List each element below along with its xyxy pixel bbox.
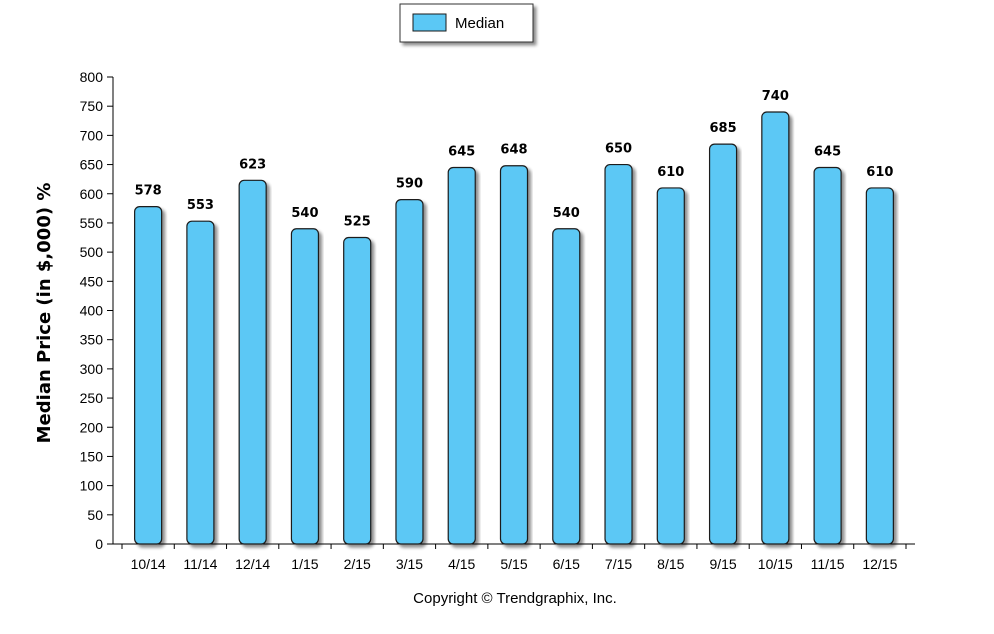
bar-value-label: 578	[135, 184, 162, 199]
x-tick-label: 12/15	[862, 556, 897, 572]
x-tick-label: 6/15	[553, 556, 580, 572]
bar	[343, 236, 372, 545]
y-tick-label: 250	[80, 390, 104, 406]
y-tick-label: 50	[87, 507, 103, 523]
bar-value-label: 525	[344, 215, 371, 230]
bar-value-label: 645	[814, 144, 841, 159]
x-tick-label: 9/15	[709, 556, 736, 572]
legend-swatch	[412, 13, 447, 32]
x-tick-label: 11/15	[811, 556, 845, 572]
bar	[238, 179, 267, 545]
bar	[447, 166, 476, 545]
y-tick-label: 650	[80, 157, 104, 173]
bar-value-label: 645	[448, 144, 475, 159]
bar	[656, 187, 685, 545]
y-tick-label: 600	[80, 186, 104, 202]
x-tick-label: 1/15	[291, 556, 318, 572]
bar-value-label: 590	[396, 177, 423, 192]
bar-value-label: 650	[605, 142, 632, 157]
y-tick-label: 450	[80, 273, 104, 289]
bar-value-label: 648	[500, 143, 527, 158]
y-tick-label: 300	[80, 361, 104, 377]
bar	[552, 228, 581, 545]
bar-value-label: 610	[657, 165, 684, 180]
y-tick-label: 700	[80, 127, 104, 143]
y-axis-title: Median Price (in $,000) %	[34, 183, 55, 444]
copyright-footer: Copyright © Trendgraphix, Inc.	[413, 590, 617, 607]
y-tick-label: 150	[80, 448, 104, 464]
bar-value-label: 540	[553, 206, 580, 221]
bar-value-label: 610	[866, 165, 893, 180]
x-tick-label: 7/15	[605, 556, 632, 572]
bar	[186, 220, 215, 545]
legend: Median	[399, 3, 534, 43]
bar	[761, 111, 790, 545]
bar	[604, 163, 633, 545]
bar-value-label: 685	[709, 121, 736, 136]
x-tick-label: 2/15	[344, 556, 371, 572]
x-tick-label: 10/15	[758, 556, 793, 572]
y-tick-label: 0	[95, 536, 103, 552]
bar	[134, 205, 163, 545]
bar	[290, 228, 320, 545]
y-tick-label: 550	[80, 215, 104, 231]
x-tick-label: 5/15	[500, 556, 527, 572]
bar-value-label: 540	[291, 206, 318, 221]
x-tick-label: 3/15	[396, 556, 423, 572]
bars: 578 553 623 540 525 590 645 648 540 650 610 685 740 6…	[134, 89, 894, 545]
x-tick-label: 8/15	[657, 556, 684, 572]
bar	[499, 165, 529, 545]
y-axis-ticks: 0 50 100 150 200 250 300 350 400 450 500 550 600 650 7…	[80, 69, 113, 552]
y-tick-label: 800	[80, 69, 104, 85]
bar	[813, 166, 842, 545]
bar-value-label: 740	[762, 89, 789, 104]
bar-value-label: 623	[239, 157, 266, 172]
y-tick-label: 500	[80, 244, 104, 260]
y-tick-label: 750	[80, 98, 104, 114]
x-tick-label: 11/14	[183, 556, 217, 572]
y-tick-label: 100	[80, 478, 104, 494]
bar	[395, 198, 424, 545]
x-tick-label: 10/14	[131, 556, 166, 572]
bar	[708, 143, 738, 545]
y-tick-label: 400	[80, 303, 104, 319]
x-tick-label: 4/15	[448, 556, 475, 572]
x-axis-ticks: 10/14 11/14 12/14 1/15 2/15 3/15 4/15 5/15 6/15 7…	[121, 544, 907, 572]
legend-label-median: Median	[455, 15, 504, 32]
bar-value-label: 553	[187, 198, 214, 213]
bar	[865, 187, 894, 545]
y-tick-label: 350	[80, 332, 104, 348]
y-tick-label: 200	[80, 419, 104, 435]
x-tick-label: 12/14	[235, 556, 270, 572]
